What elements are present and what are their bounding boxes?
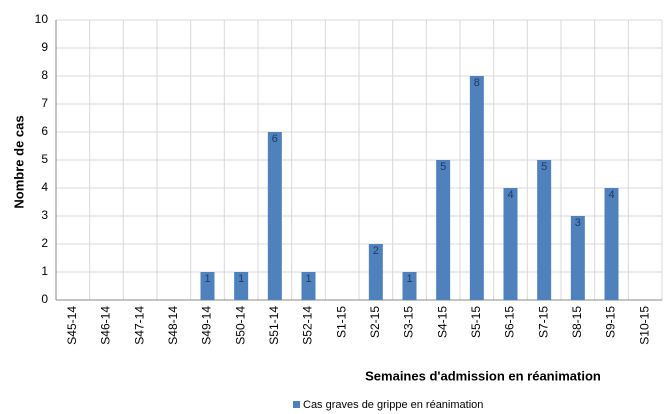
bar <box>200 272 215 300</box>
y-tick-label: 4 <box>41 180 48 194</box>
x-tick-label: S10-15 <box>637 306 651 345</box>
x-axis-label: Semaines d'admission en réanimation <box>365 368 601 383</box>
value-label: 4 <box>507 189 513 201</box>
bar <box>503 188 518 300</box>
y-tick-label: 8 <box>41 68 48 82</box>
y-tick-label: 2 <box>41 236 48 250</box>
legend-label: Cas graves de grippe en réanimation <box>303 399 483 411</box>
x-tick-label: S5-15 <box>469 306 483 338</box>
x-tick-label: S7-15 <box>536 306 550 338</box>
x-tick-label: S6-15 <box>503 306 517 338</box>
x-tick-label: S47-14 <box>132 306 146 345</box>
value-label: 3 <box>575 217 581 229</box>
value-label: 1 <box>238 273 244 285</box>
y-tick-label: 7 <box>41 96 48 110</box>
value-label: 5 <box>541 161 547 173</box>
y-tick-label: 5 <box>41 152 48 166</box>
x-tick-label: S9-15 <box>604 306 618 338</box>
value-label: 1 <box>406 273 412 285</box>
y-tick-label: 0 <box>41 292 48 306</box>
bar <box>267 132 282 300</box>
x-tick-label: S50-14 <box>233 306 247 345</box>
bar <box>604 188 619 300</box>
value-label: 1 <box>305 273 311 285</box>
value-label: 8 <box>474 77 480 89</box>
y-axis-label: Nombre de cas <box>11 115 26 208</box>
x-tick-label: S2-15 <box>368 306 382 338</box>
x-tick-label: S49-14 <box>200 306 214 345</box>
bar <box>402 272 417 300</box>
x-tick-label: S46-14 <box>99 306 113 345</box>
legend-swatch <box>293 401 300 408</box>
x-tick-label: S8-15 <box>570 306 584 338</box>
bar <box>469 76 484 300</box>
value-label: 6 <box>272 133 278 145</box>
value-label: 1 <box>204 273 210 285</box>
bar <box>368 244 383 300</box>
x-tick-label: S52-14 <box>301 306 315 345</box>
x-tick-label: S45-14 <box>65 306 79 345</box>
y-tick-label: 1 <box>41 264 48 278</box>
y-tick-label: 6 <box>41 124 48 138</box>
y-tick-label: 3 <box>41 208 48 222</box>
value-label: 2 <box>373 245 379 257</box>
x-tick-label: S48-14 <box>166 306 180 345</box>
x-tick-label: S1-15 <box>334 306 348 338</box>
bar <box>436 160 451 300</box>
x-tick-label: S51-14 <box>267 306 281 345</box>
value-label: 4 <box>608 189 614 201</box>
value-label: 5 <box>440 161 446 173</box>
y-tick-label: 10 <box>35 12 49 26</box>
bar <box>301 272 316 300</box>
x-tick-label: S3-15 <box>402 306 416 338</box>
bar <box>570 216 585 300</box>
y-tick-label: 9 <box>41 40 48 54</box>
x-tick-label: S4-15 <box>435 306 449 338</box>
bar <box>537 160 552 300</box>
bar <box>234 272 249 300</box>
